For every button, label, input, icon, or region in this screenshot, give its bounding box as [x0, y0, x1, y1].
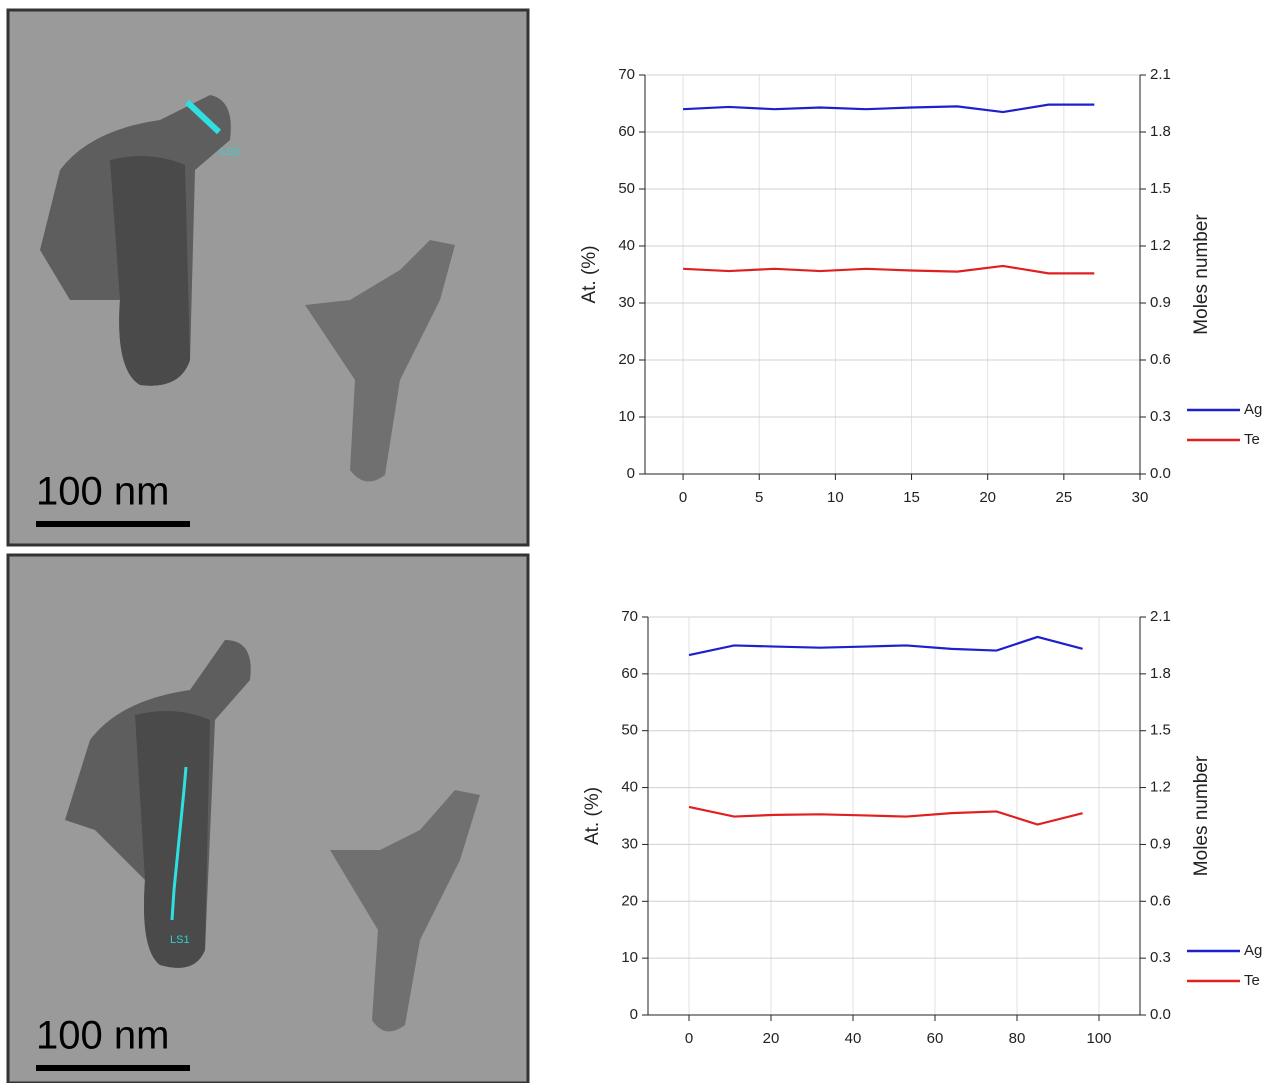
- y2-tick-label: 1.5: [1150, 722, 1171, 739]
- series-line: [683, 264, 1095, 275]
- y-axis-label: At. (%): [579, 245, 600, 303]
- y-tick-label: 70: [618, 66, 635, 83]
- y2-tick-label: 0.6: [1150, 892, 1171, 909]
- y2-tick-label: 1.2: [1150, 237, 1171, 254]
- y2-tick-label: 0.3: [1150, 949, 1171, 966]
- y-tick-label: 10: [621, 949, 638, 966]
- y-tick-label: 70: [621, 608, 638, 625]
- y-tick-label: 40: [621, 779, 638, 796]
- x-tick-label: 20: [763, 1030, 780, 1047]
- x-tick-label: 15: [903, 489, 920, 506]
- legend-label: Te: [1244, 431, 1260, 448]
- micrograph: LS2 100 nm: [6, 8, 530, 547]
- y2-axis-label: Moles number: [1191, 755, 1212, 876]
- y-tick-label: 20: [621, 892, 638, 909]
- x-tick-label: 0: [685, 1030, 693, 1047]
- micrograph: LS1 100 nm: [6, 553, 530, 1085]
- y2-axis-label: Moles number: [1191, 214, 1212, 335]
- x-tick-label: 60: [927, 1030, 944, 1047]
- y2-tick-label: 2.1: [1150, 608, 1171, 625]
- scale-bar-label: 100 nm: [36, 470, 169, 514]
- line-label: LS2: [220, 146, 240, 158]
- y2-tick-label: 1.8: [1150, 123, 1171, 140]
- x-tick-label: 20: [979, 489, 996, 506]
- x-tick-label: 40: [845, 1030, 862, 1047]
- y-tick-label: 60: [621, 665, 638, 682]
- y2-tick-label: 0.9: [1150, 294, 1171, 311]
- y2-tick-label: 0.0: [1150, 465, 1171, 482]
- series-line: [688, 805, 1083, 826]
- x-tick-label: 5: [755, 489, 763, 506]
- x-tick-label: 80: [1009, 1030, 1026, 1047]
- y2-tick-label: 2.1: [1150, 66, 1171, 83]
- y-tick-label: 30: [618, 294, 635, 311]
- x-tick-label: 0: [679, 489, 687, 506]
- y-tick-label: 30: [621, 835, 638, 852]
- y2-tick-label: 0.9: [1150, 835, 1171, 852]
- y2-tick-label: 0.0: [1150, 1006, 1171, 1023]
- legend-label: Te: [1244, 972, 1260, 989]
- y2-tick-label: 1.5: [1150, 180, 1171, 197]
- y-tick-label: 0: [627, 465, 635, 482]
- y2-tick-label: 0.6: [1150, 351, 1171, 368]
- line-label: LS1: [170, 934, 190, 946]
- scale-bar-label: 100 nm: [36, 1014, 169, 1058]
- y-tick-label: 50: [621, 722, 638, 739]
- y2-tick-label: 1.8: [1150, 665, 1171, 682]
- legend-label: Ag: [1244, 942, 1262, 959]
- y2-tick-label: 0.3: [1150, 408, 1171, 425]
- y-axis-label: At. (%): [582, 787, 603, 845]
- x-tick-label: 30: [1132, 489, 1149, 506]
- y-tick-label: 40: [618, 237, 635, 254]
- y-tick-label: 20: [618, 351, 635, 368]
- y-tick-label: 60: [618, 123, 635, 140]
- y-tick-label: 10: [618, 408, 635, 425]
- series-line: [683, 103, 1095, 114]
- legend-label: Ag: [1244, 401, 1262, 418]
- series-line: [688, 635, 1083, 657]
- y-tick-label: 50: [618, 180, 635, 197]
- x-tick-label: 100: [1086, 1030, 1111, 1047]
- y2-tick-label: 1.2: [1150, 779, 1171, 796]
- x-tick-label: 25: [1056, 489, 1073, 506]
- x-tick-label: 10: [827, 489, 844, 506]
- y-tick-label: 0: [630, 1006, 638, 1023]
